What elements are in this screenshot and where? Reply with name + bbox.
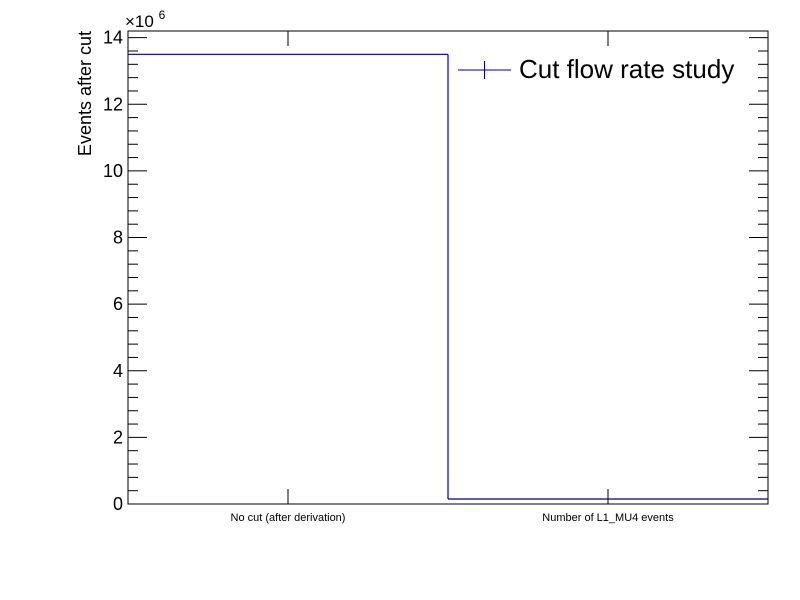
y-tick-label: 2 [113, 427, 123, 447]
y-axis-multiplier: ×10 6 [125, 8, 166, 31]
x-category-label: No cut (after derivation) [231, 512, 346, 524]
right-axis-ticks [749, 37, 768, 505]
y-tick-label: 4 [113, 361, 123, 381]
legend-label: Cut flow rate study [519, 54, 734, 84]
y-tick-label: 10 [103, 161, 123, 181]
y-tick-label: 0 [113, 494, 123, 514]
histogram-series [128, 53, 768, 500]
y-tick-label: 8 [113, 228, 123, 248]
y-tick-label: 6 [113, 294, 123, 314]
x-category-label: Number of L1_MU4 events [542, 512, 674, 524]
y-axis-ticks [128, 37, 147, 505]
y-axis-multiplier-base: ×10 [125, 12, 154, 31]
y-axis-tick-labels: 0 2 4 6 8 10 12 14 [103, 28, 123, 514]
x-axis-category-labels: No cut (after derivation) Number of L1_MU… [231, 512, 675, 524]
y-axis-multiplier-exponent: 6 [159, 8, 166, 22]
y-axis-title: Events after cut [75, 31, 95, 156]
y-tick-label: 14 [103, 28, 123, 48]
legend: Cut flow rate study [458, 54, 734, 84]
y-tick-label: 12 [103, 94, 123, 114]
x-axis-ticks [287, 31, 609, 504]
plot-frame [127, 30, 769, 505]
